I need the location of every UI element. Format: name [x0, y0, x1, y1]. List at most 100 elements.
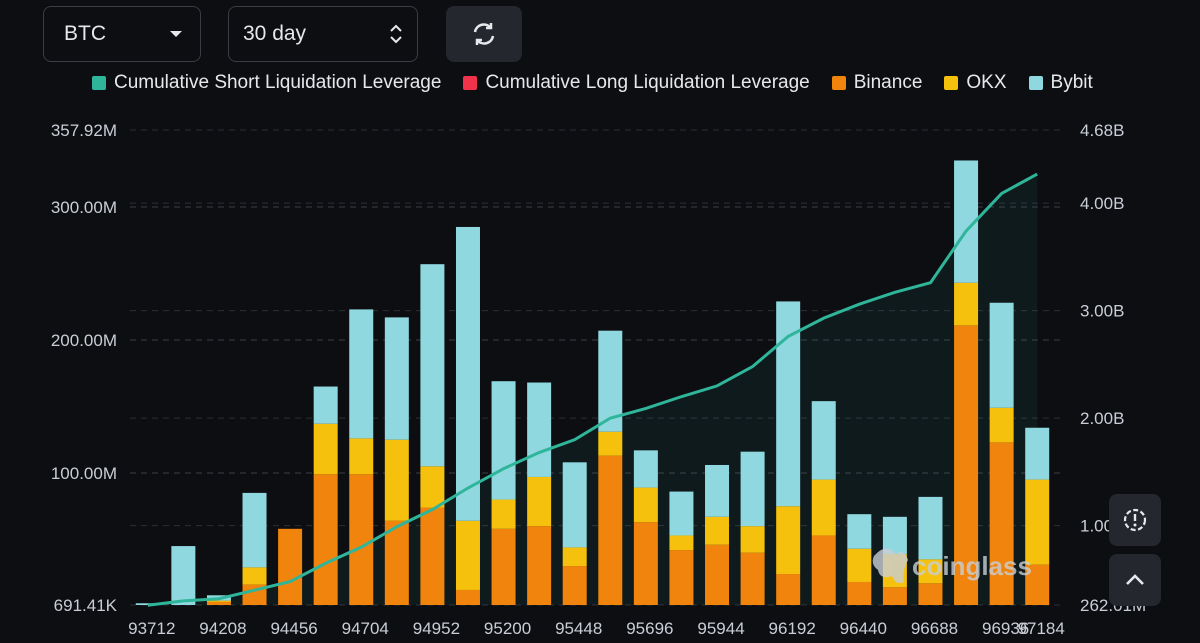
watermark: coinglass [872, 548, 1032, 584]
bar-segment-binance [954, 325, 979, 605]
legend-swatch [1028, 76, 1043, 90]
bar-segment-bybit [1025, 427, 1050, 480]
bar-segment-binance [349, 474, 374, 605]
legend-item-short[interactable]: Cumulative Short Liquidation Leverage [92, 72, 441, 94]
bar-segment-binance [740, 552, 765, 605]
legend-swatch [944, 76, 959, 90]
period-select-value: 30 day [243, 22, 307, 45]
grid-layer [130, 129, 1065, 606]
bar-segment-binance [491, 528, 516, 605]
x-axis-tick-label: 96936 [982, 619, 1029, 638]
bar-segment-bybit [847, 514, 872, 549]
bars-layer [135, 160, 1050, 605]
bar-segment-okx [918, 559, 943, 584]
bar-segment-bybit [918, 496, 943, 560]
up-down-chevron-icon [390, 24, 402, 44]
bar-segment-bybit [882, 516, 907, 555]
bar-segment-binance [562, 566, 587, 605]
x-axis-tick-label: 93712 [128, 619, 175, 638]
left-axis-ticks: 691.41K 100.00M 200.00M 300.00M 357.92M [51, 121, 118, 615]
coin-select[interactable]: BTC [43, 6, 201, 62]
x-axis-tick-label: 95448 [555, 619, 602, 638]
bar-segment-binance [598, 455, 623, 605]
bar-segment-okx [811, 479, 836, 536]
alert-gear-icon [1123, 508, 1147, 532]
bar-segment-okx [669, 535, 694, 551]
right-axis-tick-label: 4.68B [1080, 121, 1124, 140]
left-axis-tick-label: 691.41K [54, 596, 118, 615]
bar-segment-bybit [242, 492, 267, 568]
left-axis-tick-label: 200.00M [51, 331, 117, 350]
right-axis-tick-label: 4.00B [1080, 194, 1124, 213]
bar-segment-okx [349, 438, 374, 475]
refresh-icon [473, 23, 495, 45]
x-axis-tick-label: 97184 [1018, 619, 1065, 638]
bar-segment-bybit [171, 546, 196, 605]
coinglass-logo-icon [872, 548, 908, 584]
x-axis-tick-label: 96192 [769, 619, 816, 638]
bar-segment-okx [705, 516, 730, 545]
x-axis-tick-label: 94704 [342, 619, 389, 638]
bar-segment-binance [455, 589, 480, 605]
bar-segment-okx [313, 423, 338, 475]
bar-segment-okx [455, 520, 480, 590]
bar-segment-binance [1025, 564, 1050, 605]
legend-item-okx[interactable]: OKX [944, 72, 1007, 94]
bar-segment-binance [384, 520, 409, 605]
bar-segment-okx [242, 567, 267, 585]
bar-segment-bybit [455, 226, 480, 521]
bar-segment-bybit [740, 451, 765, 527]
chevron-up-icon [1126, 574, 1144, 585]
bar-segment-binance [278, 528, 303, 605]
legend-item-long[interactable]: Cumulative Long Liquidation Leverage [463, 72, 810, 94]
cumulative-short-line [147, 172, 1038, 607]
bar-segment-okx [776, 506, 801, 575]
bar-segment-binance [811, 535, 836, 605]
legend-label: Bybit [1050, 72, 1093, 93]
settings-button[interactable] [1109, 494, 1161, 546]
bar-segment-bybit [811, 401, 836, 480]
bar-segment-binance [420, 507, 445, 605]
coin-select-value: BTC [64, 22, 106, 45]
bar-segment-bybit [989, 302, 1014, 408]
bar-segment-bybit [633, 450, 658, 488]
bar-segment-bybit [562, 462, 587, 548]
bar-segment-binance [705, 544, 730, 605]
bar-segment-binance [989, 442, 1014, 605]
bar-segment-binance [847, 581, 872, 605]
watermark-text: coinglass [912, 551, 1032, 581]
legend-item-bybit[interactable]: Bybit [1028, 72, 1093, 94]
x-axis-tick-label: 96440 [840, 619, 887, 638]
refresh-button[interactable] [446, 6, 522, 62]
bar-segment-okx [989, 407, 1014, 443]
bar-segment-okx [562, 547, 587, 567]
bar-segment-okx [491, 499, 516, 529]
bar-segment-bybit [420, 264, 445, 467]
bar-segment-bybit [705, 464, 730, 517]
bar-segment-okx [1025, 479, 1050, 565]
legend-swatch [463, 76, 478, 90]
bar-segment-okx [598, 431, 623, 456]
bar-segment-okx [384, 439, 409, 521]
x-axis-tick-label: 94952 [413, 619, 460, 638]
legend-swatch [92, 76, 106, 90]
bar-segment-binance [313, 474, 338, 605]
bar-segment-binance [882, 587, 907, 605]
bar-segment-binance [527, 526, 552, 605]
scroll-top-button[interactable] [1109, 554, 1161, 606]
bar-segment-okx [633, 487, 658, 523]
x-axis-tick-label: 94208 [199, 619, 246, 638]
bar-segment-binance [669, 550, 694, 605]
period-select[interactable]: 30 day [228, 6, 418, 62]
legend-label: Cumulative Short Liquidation Leverage [114, 72, 442, 93]
right-axis-tick-label: 2.00B [1080, 409, 1124, 428]
x-axis-ticks: 93712 94208 94456 94704 94952 95200 95448 95696… [128, 619, 1065, 638]
bar-segment-bybit [384, 317, 409, 440]
x-axis-tick-label: 95696 [626, 619, 673, 638]
x-axis-tick-label: 95944 [697, 619, 744, 638]
left-axis-tick-label: 100.00M [51, 464, 117, 483]
legend-item-binance[interactable]: Binance [831, 72, 922, 94]
bar-segment-binance [206, 601, 231, 605]
